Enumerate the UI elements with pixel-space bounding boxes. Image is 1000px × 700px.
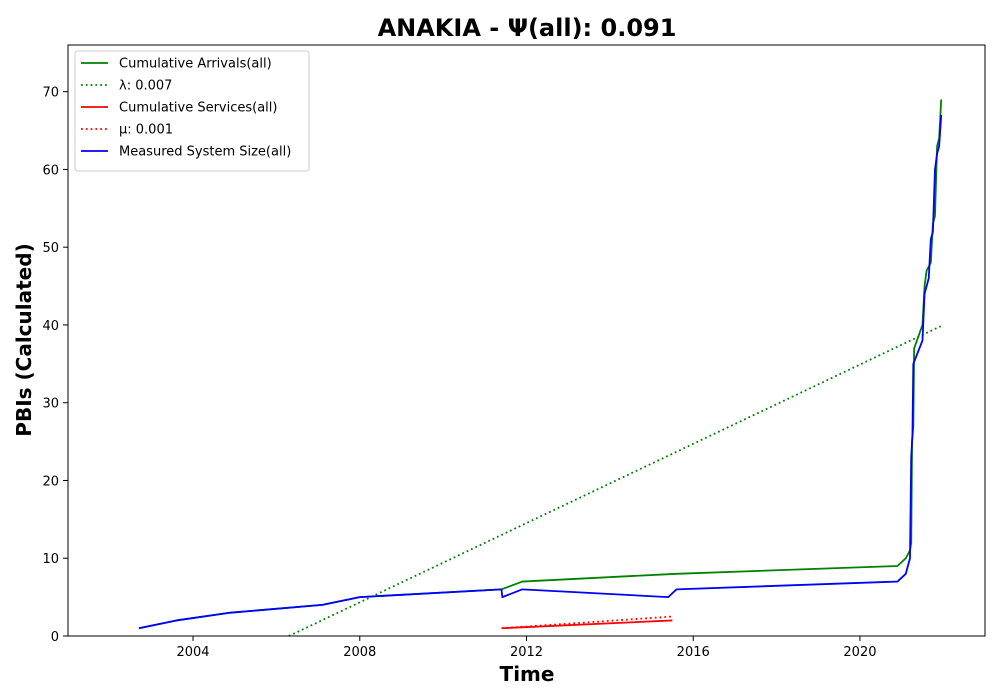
legend-label: Cumulative Services(all) bbox=[119, 101, 277, 116]
legend: Cumulative Arrivals(all) λ: 0.007 Cumulati… bbox=[74, 50, 310, 172]
y-tick-label: 20 bbox=[42, 474, 59, 489]
x-tick-label: 2008 bbox=[343, 645, 376, 660]
series-line-0 bbox=[138, 99, 943, 630]
series-line-1 bbox=[288, 324, 944, 636]
series-line-4 bbox=[138, 114, 943, 630]
x-tick-label: 2012 bbox=[510, 645, 543, 660]
y-tick-label: 50 bbox=[42, 241, 59, 256]
x-tick-label: 2004 bbox=[176, 645, 209, 660]
legend-label: λ: 0.007 bbox=[119, 79, 172, 94]
y-tick-label: 30 bbox=[42, 397, 59, 412]
y-tick-label: 0 bbox=[51, 630, 59, 645]
y-tick-label: 60 bbox=[42, 163, 59, 178]
x-axis-ticks: 2004 2008 2012 2016 2020 bbox=[176, 636, 877, 660]
y-axis-ticks: 0 10 20 30 40 50 60 70 bbox=[42, 86, 68, 645]
y-tick-label: 40 bbox=[42, 319, 59, 334]
x-tick-label: 2020 bbox=[843, 645, 876, 660]
y-tick-label: 10 bbox=[42, 552, 59, 567]
legend-box bbox=[74, 50, 310, 172]
x-axis-label: Time bbox=[500, 662, 555, 686]
legend-label: μ: 0.001 bbox=[119, 123, 173, 138]
legend-label: Cumulative Arrivals(all) bbox=[119, 57, 272, 72]
series-line-2 bbox=[501, 619, 673, 630]
chart-title: ANAKIA - Ψ(all): 0.091 bbox=[378, 14, 677, 42]
y-axis-label: PBIs (Calculated) bbox=[12, 243, 36, 436]
legend-label: Measured System Size(all) bbox=[119, 145, 291, 160]
y-tick-label: 70 bbox=[42, 86, 59, 101]
x-tick-label: 2016 bbox=[677, 645, 710, 660]
